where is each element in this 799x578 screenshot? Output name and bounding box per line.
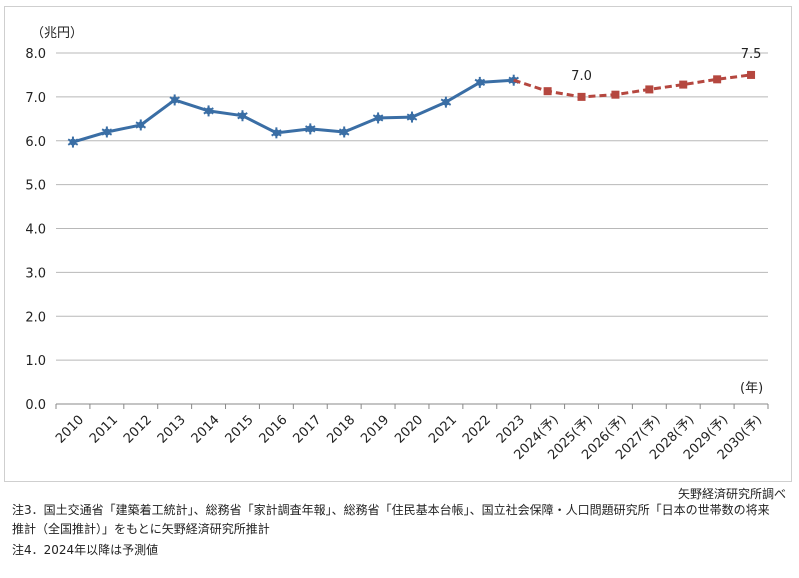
data-point-ray <box>440 98 452 106</box>
data-point <box>338 126 350 138</box>
x-tick-label: 2019 <box>358 413 392 447</box>
x-tick-label: 2021 <box>426 413 460 447</box>
x-axis-unit: (年) <box>740 381 763 396</box>
data-point-ray <box>474 78 486 87</box>
data-point <box>67 136 79 148</box>
y-tick-label: 8.0 <box>25 47 46 62</box>
x-tick-label: 2012 <box>121 413 155 447</box>
y-tick-label: 0.0 <box>25 398 46 413</box>
data-point-ray <box>169 96 180 104</box>
data-point-ray <box>406 113 418 121</box>
note-3-line-1: 注3．国土交通省「建築着工統計」、総務省「家計調査年報」、総務省「住民基本台帳」… <box>12 503 770 517</box>
data-point <box>372 112 384 124</box>
x-tick-label: 2022 <box>460 413 494 447</box>
data-point-ray <box>203 107 214 115</box>
data-point <box>645 85 654 94</box>
data-label: 7.0 <box>571 69 592 84</box>
chart-frame: 0.0 1.0 2.0 3.0 4.0 5.0 6.0 7.0 8.0 2010 2011 2012 2… <box>4 6 792 482</box>
y-tick-label: 3.0 <box>25 266 46 281</box>
data-point-ray <box>135 121 147 129</box>
data-point <box>101 126 113 138</box>
y-tick-label: 1.0 <box>25 354 46 369</box>
data-point <box>406 111 418 123</box>
data-point-ray <box>372 114 384 122</box>
data-label: 7.5 <box>741 47 762 62</box>
label-layer: 7.0 7.5 <box>571 47 761 84</box>
x-tick-label: 2015 <box>223 413 257 447</box>
data-point <box>237 110 248 122</box>
y-tick-label: 7.0 <box>25 91 46 106</box>
data-point <box>474 76 486 88</box>
x-tick-label: 2017 <box>290 413 324 447</box>
data-point <box>305 123 316 135</box>
y-tick-label: 4.0 <box>25 223 46 238</box>
data-point-ray <box>305 125 316 133</box>
data-point <box>135 119 147 131</box>
data-point <box>169 94 180 106</box>
x-tick-label: 2014 <box>189 413 223 447</box>
data-point <box>611 90 620 99</box>
y-tick-label: 2.0 <box>25 310 46 325</box>
y-tick-label: 6.0 <box>25 135 46 150</box>
data-point <box>440 96 452 108</box>
grid-layer <box>56 52 768 405</box>
data-point <box>713 75 722 84</box>
data-point-ray <box>338 128 350 136</box>
note-3-line-2: 推計（全国推計）」をもとに矢野経済研究所推計 <box>12 522 270 536</box>
data-point-ray <box>101 128 113 136</box>
data-point-ray <box>271 129 282 137</box>
x-tick-label: 2016 <box>257 413 291 447</box>
data-point <box>543 87 552 96</box>
note-4: 注4．2024年以降は予測値 <box>12 543 159 557</box>
data-point-ray <box>237 112 248 120</box>
data-point <box>271 127 282 139</box>
x-tick-label: 2010 <box>53 413 87 447</box>
x-tick-label: 2011 <box>87 413 121 447</box>
y-axis-unit: （兆円） <box>31 26 83 41</box>
series-line-actual <box>72 78 514 144</box>
data-point <box>747 70 756 79</box>
x-tick-label: 2020 <box>392 413 426 447</box>
data-point <box>679 80 688 89</box>
y-tick-label: 5.0 <box>25 179 46 194</box>
data-point <box>203 105 214 117</box>
series-line-forecast <box>513 73 752 99</box>
data-point <box>577 92 586 101</box>
x-tick-label: 2018 <box>324 413 358 447</box>
data-point-ray <box>67 138 79 146</box>
series-layer <box>67 70 756 148</box>
x-tick-label: 2013 <box>155 413 189 447</box>
source-credit: 矢野経済研究所調べ <box>677 487 786 501</box>
